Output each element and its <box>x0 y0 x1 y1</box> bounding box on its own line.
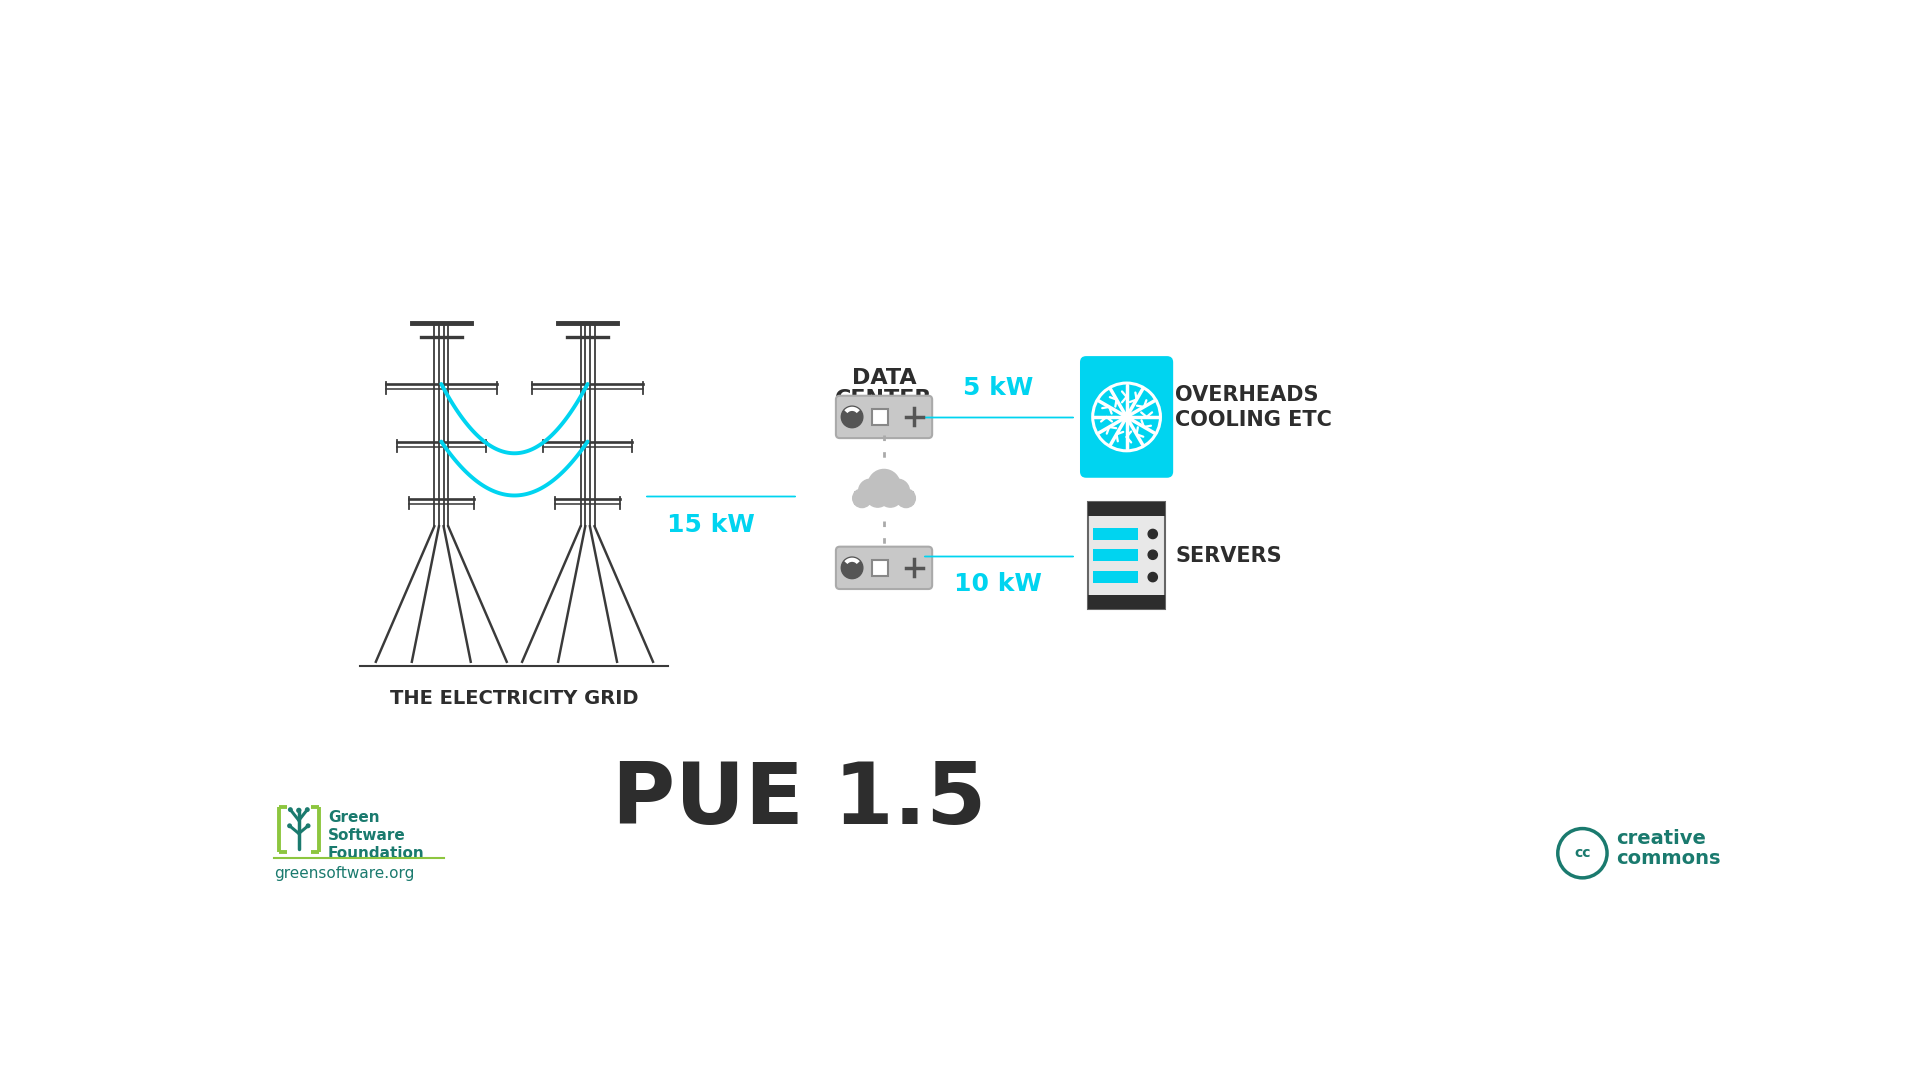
Circle shape <box>841 406 863 428</box>
Bar <box>1087 595 1164 609</box>
Circle shape <box>868 469 901 502</box>
Circle shape <box>878 483 903 507</box>
Circle shape <box>305 808 309 812</box>
Circle shape <box>841 557 863 578</box>
Circle shape <box>853 489 872 508</box>
Text: OVERHEADS
COOLING ETC: OVERHEADS COOLING ETC <box>1176 385 1331 430</box>
FancyBboxPatch shape <box>836 396 932 438</box>
Circle shape <box>1149 550 1156 559</box>
Circle shape <box>1149 573 1156 582</box>
Circle shape <box>305 824 311 828</box>
Circle shape <box>886 479 909 503</box>
Text: THE ELECTRICITY GRID: THE ELECTRICITY GRID <box>390 689 638 708</box>
Bar <box>1093 548 1137 561</box>
Text: PUE 1.5: PUE 1.5 <box>613 759 987 842</box>
Text: greensoftware.org: greensoftware.org <box>275 866 415 881</box>
FancyBboxPatch shape <box>1080 356 1174 478</box>
Text: 10 kW: 10 kW <box>955 573 1041 597</box>
Circle shape <box>296 808 302 813</box>
Circle shape <box>897 489 916 508</box>
Text: 15 kW: 15 kW <box>667 513 755 537</box>
Bar <box>872 560 888 575</box>
Bar <box>1087 503 1164 517</box>
Text: cc: cc <box>1573 846 1591 860</box>
Text: Green
Software
Foundation: Green Software Foundation <box>328 811 425 862</box>
Circle shape <box>1122 412 1131 422</box>
FancyBboxPatch shape <box>836 547 932 589</box>
Bar <box>872 410 888 425</box>
Text: DATA
CENTER: DATA CENTER <box>836 368 934 410</box>
Circle shape <box>1149 530 1156 538</box>
Text: creative
commons: creative commons <box>1616 828 1721 868</box>
Circle shape <box>286 824 292 828</box>
Bar <box>1093 571 1137 584</box>
Circle shape <box>288 808 292 812</box>
Circle shape <box>866 483 889 507</box>
Circle shape <box>859 479 882 503</box>
Bar <box>855 492 914 505</box>
Bar <box>1093 528 1137 540</box>
Bar <box>1087 503 1164 609</box>
Text: 5 kW: 5 kW <box>962 376 1033 400</box>
Text: SERVERS: SERVERS <box>1176 546 1281 565</box>
